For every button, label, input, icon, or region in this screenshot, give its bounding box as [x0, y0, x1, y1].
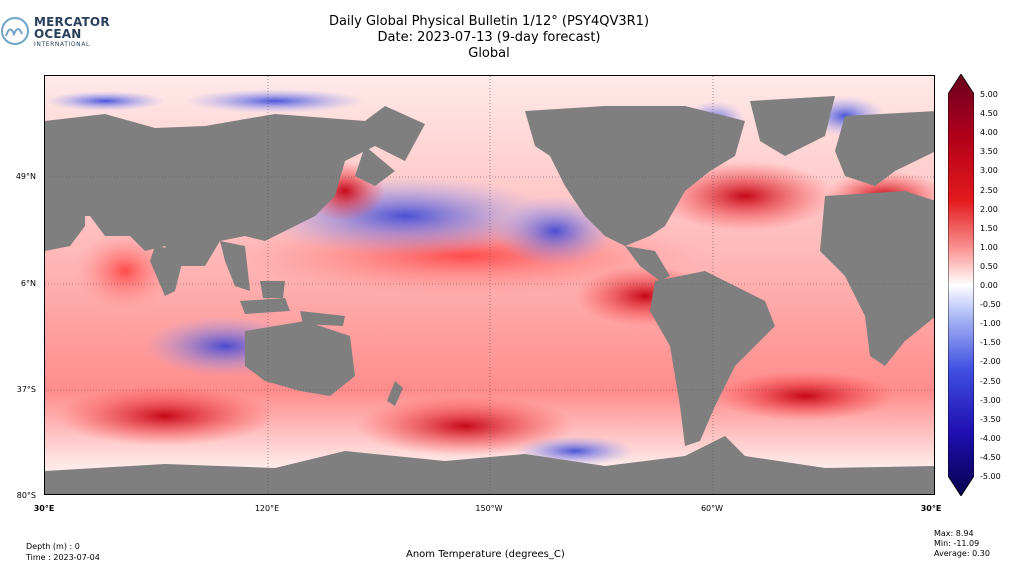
average-stat: Average: 0.30: [934, 549, 990, 558]
anomaly-patch: [715, 371, 895, 421]
stats-block: Max: 8.94 Min: -11.09 Average: 0.30: [934, 529, 990, 559]
anomaly-map: [44, 75, 935, 495]
title-line-3: Global: [468, 46, 510, 61]
logo-text-line3: INTERNATIONAL: [34, 41, 90, 48]
lat-label-6n: 6°N: [20, 279, 36, 288]
land-australia: [245, 321, 355, 396]
logo-mark-icon: [1, 17, 29, 45]
colorbar: [948, 74, 974, 496]
anomaly-map-svg: [45, 76, 934, 494]
colorbar-tick-label: 4.50: [980, 109, 998, 119]
anomaly-patch: [185, 89, 365, 113]
colorbar-tick-label: 5.00: [980, 90, 998, 99]
colorbar-tick-label: 2.50: [980, 185, 998, 195]
min-stat: Min: -11.09: [934, 539, 980, 548]
anomaly-patch: [45, 91, 165, 111]
colorbar-tick-label: -4.50: [980, 452, 1001, 462]
land-north-america: [525, 106, 745, 246]
colorbar-tick-label: 1.00: [980, 242, 998, 252]
colorbar-tick-label: 3.00: [980, 166, 998, 176]
land-europe: [835, 111, 934, 186]
land-antarctica: [45, 436, 934, 494]
anomaly-patch: [75, 231, 175, 311]
colorbar-tick-label: -2.50: [980, 376, 1001, 386]
colorbar-tick-label: 4.00: [980, 128, 998, 138]
land-new-guinea: [300, 311, 345, 326]
land-central-america: [625, 246, 670, 281]
lon-label-150w: 150°W: [475, 504, 503, 513]
footer-meta: Depth (m) : 0 Time : 2023-07-04: [26, 541, 100, 563]
anomaly-patch: [55, 386, 275, 446]
land-indonesia: [240, 298, 290, 314]
variable-label: Anom Temperature (degrees_C): [406, 549, 565, 560]
land-masses: [45, 96, 934, 494]
depth-label: Depth (m) : 0: [26, 542, 80, 551]
time-label: Time : 2023-07-04: [26, 553, 100, 562]
colorbar-tick-label: -0.50: [980, 300, 1001, 310]
lon-label-30e-right: 30°E: [920, 504, 942, 513]
lon-label-120e: 120°E: [254, 504, 280, 513]
land-se-asia: [220, 241, 250, 291]
logo-text-line2: OCEAN: [34, 27, 82, 41]
colorbar-tick-label: 1.50: [980, 223, 998, 233]
lon-label-30e-left: 30°E: [33, 504, 55, 513]
mercator-ocean-logo: MERCATOR OCEAN INTERNATIONAL: [0, 12, 110, 52]
lat-label-49n: 49°N: [15, 172, 36, 181]
logo-text-line1: MERCATOR: [34, 15, 110, 29]
land-south-america: [650, 271, 775, 446]
lat-label-37s: 37°S: [16, 385, 36, 394]
land-borneo: [260, 281, 285, 298]
colorbar-tick-label: -1.50: [980, 338, 1001, 348]
map-title: Daily Global Physical Bulletin 1/12° (PS…: [289, 14, 689, 62]
title-line-1: Daily Global Physical Bulletin 1/12° (PS…: [328, 14, 650, 29]
colorbar-tick-label: -2.00: [980, 357, 1001, 367]
colorbar-scale: [948, 74, 974, 496]
land-eurasia: [45, 106, 425, 266]
colorbar-tick-label: -5.00: [980, 472, 1001, 481]
colorbar-tick-label: 0.00: [980, 281, 998, 290]
max-stat: Max: 8.94: [934, 529, 974, 538]
land-india: [150, 246, 185, 296]
colorbar-tick-label: -3.00: [980, 395, 1001, 405]
colorbar-tick-label: 2.00: [980, 204, 998, 214]
colorbar-tick-label: 3.50: [980, 147, 998, 157]
lon-label-60w: 60°W: [700, 504, 724, 513]
land-africa-west: [820, 191, 934, 366]
colorbar-tick-label: -3.50: [980, 414, 1001, 424]
colorbar-tick-label: 0.50: [980, 261, 998, 271]
colorbar-tick-label: -4.00: [980, 433, 1001, 443]
lat-label-80s: 80°S: [16, 491, 36, 500]
land-greenland: [750, 96, 835, 156]
land-east-asia: [355, 146, 395, 186]
colorbar-tick-label: -1.00: [980, 319, 1001, 329]
graticule: [45, 76, 934, 494]
anomaly-patch: [355, 396, 575, 456]
anomaly-patches: [45, 89, 934, 466]
title-line-2: Date: 2023-07-13 (9-day forecast): [377, 30, 601, 45]
land-new-zealand: [387, 381, 403, 406]
